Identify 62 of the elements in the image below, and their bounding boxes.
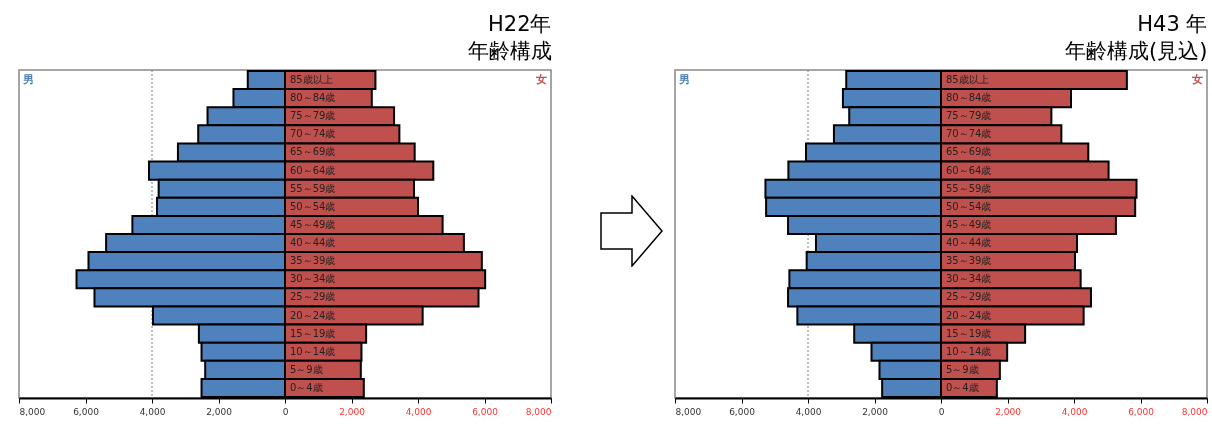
y-tick-label: 0～4歳	[946, 382, 979, 394]
x-tick-label: 4,000	[795, 406, 822, 417]
y-tick-label: 40～44歳	[290, 237, 336, 249]
x-tick-label: 6,000	[729, 406, 756, 417]
y-tick-label: 5～9歳	[946, 363, 979, 375]
x-tick-label: 2,000	[995, 406, 1022, 417]
y-tick-label: 25～29歳	[946, 291, 992, 303]
y-tick-label: 65～69歳	[946, 146, 992, 158]
y-tick-label: 10～14歳	[290, 345, 336, 357]
y-tick-label: 40～44歳	[946, 237, 992, 249]
x-tick-label: 6,000	[1128, 406, 1155, 417]
y-tick-label: 0～4歳	[290, 382, 323, 394]
y-tick-label: 50～54歳	[290, 200, 336, 212]
x-tick-label: 8,000	[1181, 406, 1208, 417]
y-tick-label: 80～84歳	[946, 92, 992, 104]
y-tick-label: 30～34歳	[290, 273, 336, 285]
y-tick-label: 60～64歳	[290, 164, 336, 176]
y-tick-label: 10～14歳	[946, 345, 992, 357]
x-tick-label: 6,000	[73, 406, 100, 417]
y-tick-label: 15～19歳	[290, 327, 336, 339]
chart-subtitle: 年齢構成	[467, 38, 552, 63]
text: 女	[1191, 72, 1203, 86]
x-tick-label: 8,000	[19, 406, 46, 417]
x-tick-label: 8,000	[675, 406, 702, 417]
y-tick-label: 55～59歳	[290, 182, 336, 194]
x-tick-label: 4,000	[1061, 406, 1088, 417]
text: 男	[678, 72, 690, 86]
y-tick-label: 50～54歳	[946, 200, 992, 212]
y-tick-label: 45～49歳	[290, 218, 336, 230]
y-tick-label: 85歳以上	[290, 73, 333, 85]
x-tick-label: 2,000	[206, 406, 233, 417]
x-tick-label: 6,000	[472, 406, 499, 417]
y-tick-label: 85歳以上	[946, 73, 989, 85]
x-tick-label: 0	[938, 406, 945, 417]
y-tick-label: 65～69歳	[290, 146, 336, 158]
y-tick-label: 30～34歳	[946, 273, 992, 285]
y-tick-label: 55～59歳	[946, 182, 992, 194]
y-tick-label: 75～79歳	[946, 110, 992, 122]
y-tick-label: 75～79歳	[290, 110, 336, 122]
y-tick-label: 15～19歳	[946, 327, 992, 339]
chart-title: H22年	[487, 11, 552, 36]
x-tick-label: 2,000	[862, 406, 889, 417]
text: 女	[535, 72, 547, 86]
chart-subtitle: 年齢構成(見込)	[1065, 38, 1208, 63]
y-tick-label: 25～29歳	[290, 291, 336, 303]
y-tick-label: 20～24歳	[290, 309, 336, 321]
y-tick-label: 70～74歳	[290, 128, 336, 140]
chart-title: H43 年	[1137, 11, 1208, 36]
y-tick-label: 60～64歳	[946, 164, 992, 176]
x-tick-label: 4,000	[139, 406, 166, 417]
x-tick-label: 0	[282, 406, 289, 417]
text: 男	[22, 72, 34, 86]
x-tick-label: 4,000	[405, 406, 432, 417]
y-tick-label: 45～49歳	[946, 218, 992, 230]
y-tick-label: 5～9歳	[290, 363, 323, 375]
x-tick-label: 2,000	[339, 406, 366, 417]
y-tick-label: 35～39歳	[290, 255, 336, 267]
y-tick-label: 80～84歳	[290, 92, 336, 104]
y-tick-label: 35～39歳	[946, 255, 992, 267]
y-tick-label: 70～74歳	[946, 128, 992, 140]
y-tick-label: 20～24歳	[946, 309, 992, 321]
x-tick-label: 8,000	[525, 406, 552, 417]
